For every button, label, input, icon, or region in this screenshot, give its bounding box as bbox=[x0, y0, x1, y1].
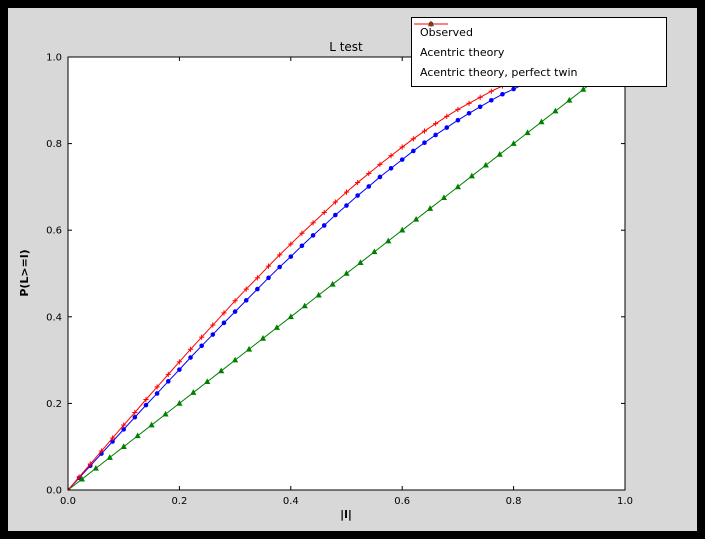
series-acentric-theory bbox=[68, 64, 615, 490]
legend-sample-perfect-twin bbox=[414, 21, 448, 27]
y-axis-label: P(L>=l) bbox=[18, 249, 31, 296]
x-tick-label: 0.6 bbox=[394, 496, 410, 507]
x-tick-label: 0.4 bbox=[283, 496, 299, 507]
y-tick-label: 0.6 bbox=[46, 226, 62, 237]
y-tick-label: 0.2 bbox=[46, 399, 62, 410]
x-axis-label: |l| bbox=[340, 508, 352, 521]
y-tick-label: 0.8 bbox=[46, 139, 62, 150]
chart-title: L test bbox=[329, 40, 363, 54]
plot-canvas: 0.0 0.2 0.4 0.6 0.8 1.0 0.0 0.2 0.4 0.6 0.8 1.0 L t… bbox=[18, 40, 633, 521]
legend-item-acentric-theory: Acentric theory bbox=[414, 20, 658, 60]
legend-item-observed: Observed bbox=[414, 21, 658, 40]
ticks: 0.0 0.2 0.4 0.6 0.8 1.0 0.0 0.2 0.4 0.6 0.8 1.0 bbox=[46, 53, 633, 508]
y-tick-label: 0.4 bbox=[46, 312, 62, 323]
legend-label-acentric-theory: Acentric theory bbox=[420, 45, 505, 59]
y-tick-label: 1.0 bbox=[46, 53, 62, 64]
tick-layer: 0.0 0.2 0.4 0.6 0.8 1.0 0.0 0.2 0.4 0.6 0.8 1.0 bbox=[46, 53, 633, 508]
legend-label-perfect-twin: Acentric theory, perfect twin bbox=[420, 65, 578, 79]
x-tick-label: 0.2 bbox=[171, 496, 187, 507]
y-tick-label: 0.0 bbox=[46, 486, 62, 497]
x-tick-label: 1.0 bbox=[617, 496, 633, 507]
axes-frame bbox=[67, 56, 626, 491]
x-tick-label: 0.8 bbox=[506, 496, 522, 507]
figure-window: 0.0 0.2 0.4 0.6 0.8 1.0 0.0 0.2 0.4 0.6 0.8 1.0 L t… bbox=[8, 8, 697, 531]
legend-label-observed: Observed bbox=[420, 25, 473, 39]
series-layer bbox=[68, 58, 615, 490]
legend: Observed Acentric theory Acentric theory… bbox=[411, 17, 667, 87]
legend-item-perfect-twin: Acentric theory, perfect twin bbox=[414, 21, 658, 80]
x-tick-label: 0.0 bbox=[60, 496, 76, 507]
